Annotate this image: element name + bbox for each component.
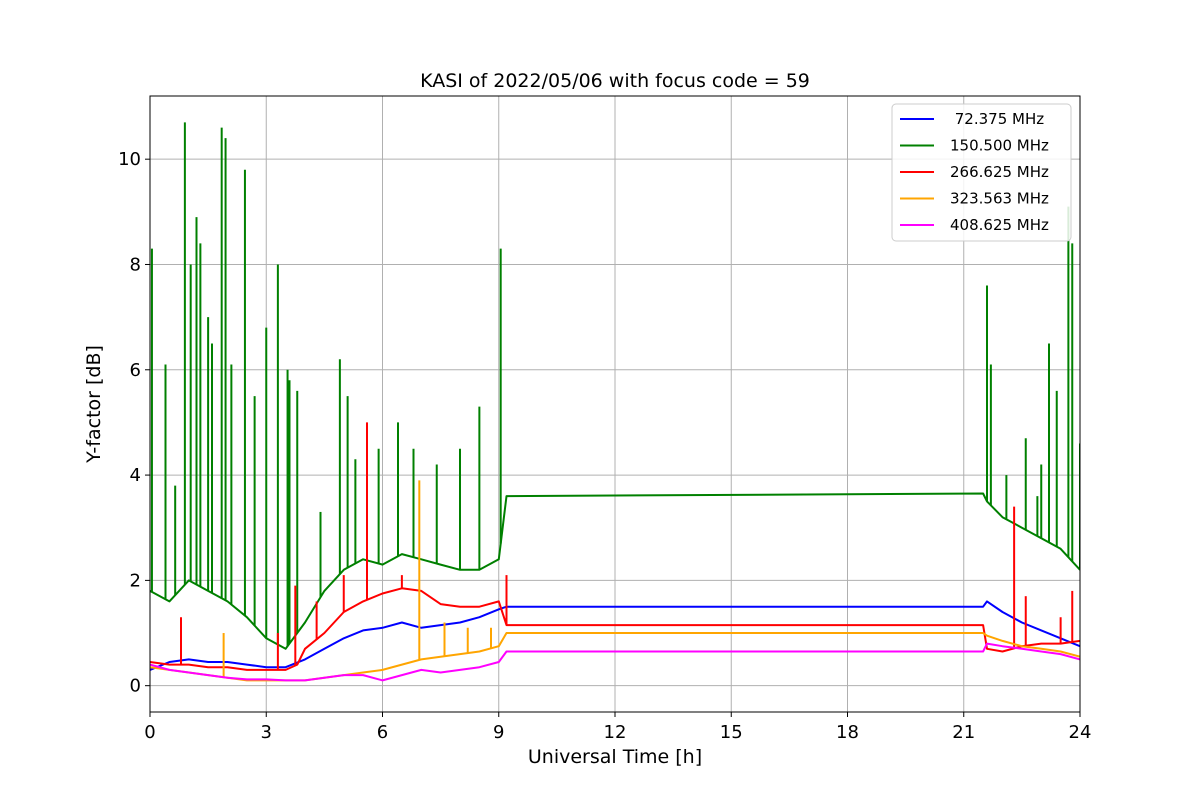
legend-entry: 266.625 MHz <box>950 163 1049 181</box>
y-tick-label: 6 <box>130 360 141 381</box>
x-tick-label: 0 <box>144 722 155 743</box>
x-tick-label: 12 <box>604 722 627 743</box>
y-tick-label: 2 <box>130 570 141 591</box>
series-line <box>150 600 1080 671</box>
series-4 <box>150 642 1080 682</box>
legend-entry: 150.500 MHz <box>950 137 1049 155</box>
x-axis-label: Universal Time [h] <box>528 746 702 768</box>
x-tick-label: 24 <box>1069 722 1092 743</box>
series-line <box>150 492 1080 650</box>
series-line <box>150 642 1080 682</box>
x-tick-label: 18 <box>836 722 859 743</box>
chart-title: KASI of 2022/05/06 with focus code = 59 <box>420 70 810 92</box>
x-tick-label: 15 <box>720 722 743 743</box>
x-tick-label: 21 <box>952 722 975 743</box>
legend-entry: 408.625 MHz <box>950 216 1049 234</box>
legend-entry: 72.375 MHz <box>950 110 1044 128</box>
series-line <box>150 587 1080 671</box>
x-tick-label: 3 <box>261 722 272 743</box>
series-0 <box>150 600 1080 671</box>
x-tick-label: 6 <box>377 722 388 743</box>
series-2 <box>150 422 1080 671</box>
x-tick-label: 9 <box>493 722 504 743</box>
y-tick-label: 0 <box>130 676 141 697</box>
y-tick-label: 8 <box>130 254 141 275</box>
x-axis: 0 3 6 9 12 15 18 21 24 <box>144 712 1091 743</box>
y-axis: 0 2 4 6 8 10 <box>118 149 150 697</box>
legend: 72.375 MHz 150.500 MHz 266.625 MHz 323.563 … <box>891 103 1072 242</box>
series-layer <box>150 122 1080 682</box>
legend-box <box>891 103 1072 242</box>
y-axis-label: Y-factor [dB] <box>83 345 105 464</box>
series-1 <box>150 122 1080 650</box>
y-tick-label: 10 <box>118 149 141 170</box>
legend-entry: 323.563 MHz <box>950 190 1049 208</box>
y-tick-label: 4 <box>130 465 141 486</box>
